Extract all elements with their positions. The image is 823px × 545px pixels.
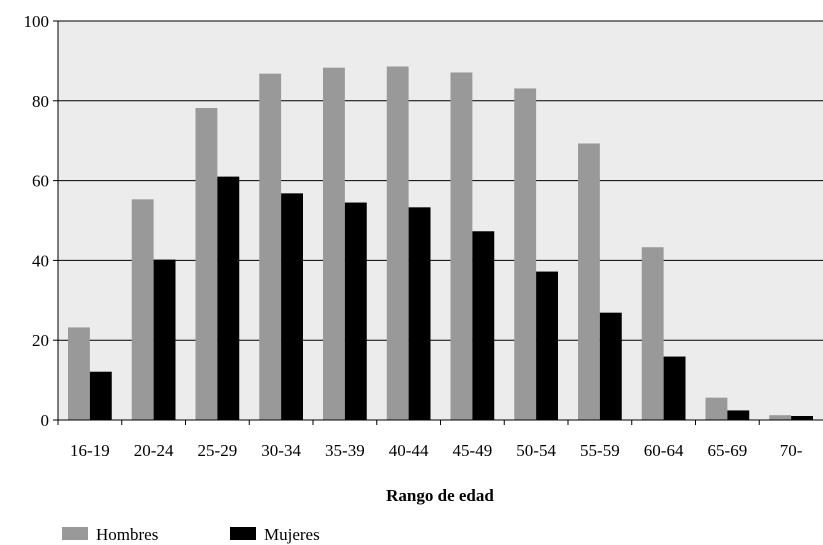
- x-tick-label: 55-59: [580, 441, 620, 460]
- x-axis-title: Rango de edad: [386, 486, 494, 505]
- x-tick-label: 40-44: [389, 441, 429, 460]
- bar-mujeres-25-29: [217, 177, 239, 420]
- bar-hombres-16-19: [68, 327, 90, 420]
- legend: Hombres Mujeres: [62, 525, 320, 544]
- bar-hombres-50-54: [514, 88, 536, 420]
- bar-hombres-70-: [769, 415, 791, 420]
- legend-label-hombres: Hombres: [96, 525, 158, 544]
- bar-hombres-25-29: [196, 108, 218, 420]
- x-tick-label: 70-: [780, 441, 803, 460]
- bar-mujeres-65-69: [727, 410, 749, 420]
- bar-mujeres-20-24: [154, 260, 176, 420]
- bar-hombres-65-69: [706, 398, 728, 420]
- x-tick-label: 20-24: [134, 441, 174, 460]
- x-tick-label: 25-29: [198, 441, 238, 460]
- y-axis-ticks: 0 20 40 60 80 100: [24, 12, 59, 430]
- y-tick-label: 40: [32, 251, 49, 270]
- bar-mujeres-55-59: [600, 313, 622, 420]
- bar-mujeres-40-44: [409, 207, 431, 420]
- y-tick-label: 60: [32, 172, 49, 191]
- bar-mujeres-70-: [791, 416, 813, 420]
- bar-mujeres-45-49: [472, 231, 494, 420]
- bar-hombres-35-39: [323, 68, 345, 420]
- bar-hombres-20-24: [132, 199, 154, 420]
- bar-mujeres-30-34: [281, 193, 303, 420]
- bar-mujeres-35-39: [345, 203, 367, 420]
- bar-mujeres-16-19: [90, 372, 112, 420]
- x-tick-label: 45-49: [453, 441, 493, 460]
- bar-hombres-40-44: [387, 66, 409, 420]
- x-tick-label: 65-69: [708, 441, 748, 460]
- bar-mujeres-50-54: [536, 272, 558, 420]
- bar-hombres-30-34: [259, 74, 281, 420]
- y-tick-label: 0: [41, 411, 50, 430]
- legend-swatch-hombres: [62, 527, 88, 540]
- y-tick-label: 80: [32, 92, 49, 111]
- x-tick-label: 50-54: [516, 441, 556, 460]
- bar-hombres-55-59: [578, 143, 600, 420]
- x-tick-label: 60-64: [644, 441, 684, 460]
- x-tick-label: 16-19: [70, 441, 110, 460]
- bar-mujeres-60-64: [664, 357, 686, 420]
- legend-label-mujeres: Mujeres: [264, 525, 320, 544]
- x-tick-label: 30-34: [261, 441, 301, 460]
- bar-hombres-60-64: [642, 247, 664, 420]
- x-axis-ticks: 16-19 20-24 25-29 30-34 35-39 40-44 45-49 50-54…: [58, 420, 803, 460]
- y-tick-label: 20: [32, 331, 49, 350]
- y-tick-label: 100: [24, 12, 50, 31]
- legend-swatch-mujeres: [230, 527, 256, 540]
- x-tick-label: 35-39: [325, 441, 365, 460]
- bar-hombres-45-49: [451, 72, 473, 420]
